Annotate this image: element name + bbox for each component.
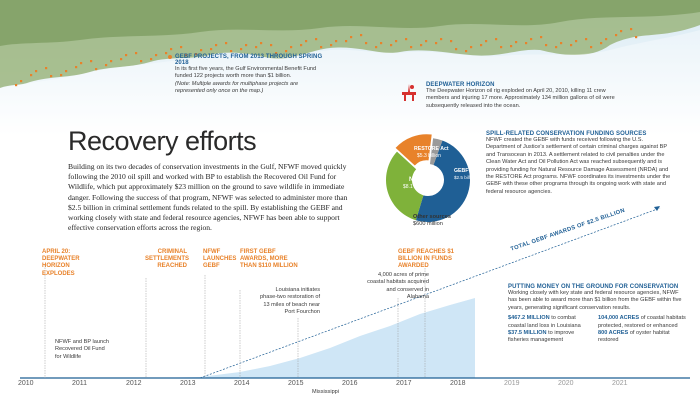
- stats-col-left: $467.2 MILLION to combat coastal land lo…: [508, 315, 590, 345]
- year-label: 2014: [234, 380, 250, 387]
- year-label: 2016: [342, 380, 358, 387]
- stat-fisheries-text: to improve fisheries management: [508, 330, 575, 344]
- stats-grid: $467.2 MILLION to combat coastal land lo…: [508, 315, 688, 345]
- gebf-legend-title: GEBF PROJECTS, FROM 2013 THROUGH SPRING …: [175, 54, 323, 66]
- intro-paragraph: Building on its two decades of conservat…: [68, 162, 348, 233]
- slice-value-gebf: $2.5 billion: [454, 175, 476, 180]
- stat-louisiana-value: $467.2 MILLION: [508, 315, 550, 322]
- putting-money-block: PUTTING MONEY ON THE GROUND FOR CONSERVA…: [508, 284, 688, 345]
- stat-oyster-value: 800 ACRES: [598, 330, 629, 337]
- year-label: 2011: [72, 380, 88, 387]
- event-gebf-1-billion: GEBF REACHES $1 BILLION IN FUNDS AWARDED: [398, 249, 455, 270]
- year-label: 2017: [396, 380, 412, 387]
- stat-louisiana-text: to combat coastal land loss in Louisiana: [508, 315, 581, 329]
- other-sources-value: $600 million: [413, 221, 443, 227]
- slice-label-nrda: NRDA: [409, 177, 427, 183]
- note-recovered-oil-fund: NFWF and BP launch Recovered Oil Fund fo…: [55, 339, 109, 360]
- donut-slice-restore-act: [386, 151, 424, 221]
- oil-rig-icon: [400, 82, 424, 104]
- stat-oyster: 800 ACRES of oyster habitat restored: [598, 330, 686, 345]
- gebf-legend-note: (Note: Multiple awards for multiphase pr…: [175, 80, 299, 95]
- funding-title: SPILL-RELATED CONSERVATION FUNDING SOURC…: [486, 131, 647, 137]
- other-sources-label: Other sources $600 million: [413, 214, 451, 228]
- year-label: 2019: [504, 380, 520, 387]
- other-sources-title: Other sources: [413, 214, 451, 220]
- funding-donut-chart: NRDA $8.1 billion RESTORE Act $5.3 billi…: [386, 134, 476, 222]
- slice-value-restore: $5.3 billion: [417, 153, 441, 159]
- event-first-gebf-awards: FIRST GEBF AWARDS, MORE THAN $110 MILLIO…: [240, 249, 298, 270]
- page-title: Recovery efforts: [68, 126, 257, 156]
- project-dots: [15, 28, 638, 87]
- donut-slice-other-sources: [429, 138, 443, 165]
- stats-col-right: 104,000 ACRES of coastal habitats protec…: [598, 315, 686, 345]
- year-label: 2020: [558, 380, 574, 387]
- stat-acres: 104,000 ACRES of coastal habitats protec…: [598, 315, 686, 330]
- stat-fisheries-value: $37.5 MILLION: [508, 330, 547, 337]
- year-label: 2015: [288, 380, 304, 387]
- funding-body: NFWF created the GEBF with funds receive…: [486, 137, 671, 195]
- year-label: 2013: [180, 380, 196, 387]
- timeline-area-chart: [20, 206, 690, 379]
- year-label: 2012: [126, 380, 142, 387]
- event-deepwater-explodes: APRIL 20: DEEPWATER HORIZON EXPLODES: [42, 249, 80, 277]
- putting-money-title: PUTTING MONEY ON THE GROUND FOR CONSERVA…: [508, 284, 679, 290]
- event-nfwf-launches-gebf: NFWF LAUNCHES GEBF: [203, 249, 237, 270]
- year-label: 2010: [18, 380, 34, 387]
- slice-value-nrda: $8.1 billion: [403, 184, 427, 190]
- donut-slice-nrda: [415, 140, 470, 222]
- deepwater-legend-body: The Deepwater Horizon oil rig exploded o…: [426, 88, 615, 109]
- event-criminal-settlements: CRIMINAL SETTLEMENTS REACHED: [145, 249, 190, 270]
- stat-oyster-text: of oyster habitat restored: [598, 330, 670, 344]
- putting-money-body: Working closely with key state and feder…: [508, 290, 682, 311]
- gulf-map: [0, 0, 700, 135]
- stat-acres-value: 104,000 ACRES: [598, 315, 640, 322]
- slice-label-restore: RESTORE Act: [414, 146, 449, 152]
- slice-label-gebf: GEBF: [454, 168, 468, 174]
- deepwater-legend: DEEPWATER HORIZON The Deepwater Horizon …: [426, 82, 626, 110]
- deepwater-legend-title: DEEPWATER HORIZON: [426, 82, 495, 88]
- gebf-legend-body: In its first five years, the Gulf Enviro…: [175, 66, 317, 80]
- stat-fisheries: $37.5 MILLION to improve fisheries manag…: [508, 330, 590, 345]
- stat-louisiana: $467.2 MILLION to combat coastal land lo…: [508, 315, 590, 330]
- stat-acres-text: of coastal habitats protected, restored …: [598, 315, 686, 329]
- note-alabama-acres: 4,000 acres of prime coastal habitats ac…: [367, 272, 429, 301]
- donut-slice-gebf: [395, 134, 432, 166]
- year-label: 2021: [612, 380, 628, 387]
- note-port-fourchon: Louisiana initiates phase-two restoratio…: [260, 287, 321, 316]
- orange-dot-icon: [168, 55, 172, 59]
- note-mississippi: Mississippi: [312, 389, 340, 395]
- year-label: 2018: [450, 380, 466, 387]
- gebf-map-legend: GEBF PROJECTS, FROM 2013 THROUGH SPRING …: [168, 54, 328, 96]
- funding-sources-block: SPILL-RELATED CONSERVATION FUNDING SOURC…: [486, 131, 671, 196]
